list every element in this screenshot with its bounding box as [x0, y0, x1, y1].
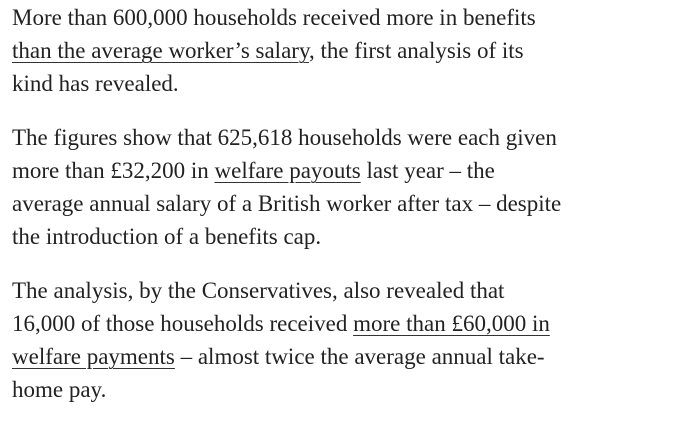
text-line: than the average worker’s salary, the fi…: [12, 34, 676, 67]
text-line: home pay.: [12, 373, 676, 406]
text-run: kind has revealed.: [12, 71, 179, 96]
text-run: average annual salary of a British worke…: [12, 191, 562, 216]
paragraph: More than 600,000 households received mo…: [12, 1, 676, 100]
text-run: the introduction of a benefits cap.: [12, 224, 322, 249]
paragraph: The analysis, by the Conservatives, also…: [12, 274, 676, 406]
text-run: more than £32,200 in: [12, 158, 215, 183]
paragraph: The figures show that 625,618 households…: [12, 121, 676, 253]
text-line: kind has revealed.: [12, 67, 676, 100]
text-line: More than 600,000 households received mo…: [12, 1, 676, 34]
inline-link[interactable]: welfare payouts: [214, 158, 361, 183]
text-line: more than £32,200 in welfare payouts las…: [12, 154, 676, 187]
text-run: – almost twice the average annual take-: [174, 344, 545, 369]
text-line: welfare payments – almost twice the aver…: [12, 340, 676, 373]
text-line: The analysis, by the Conservatives, also…: [12, 274, 676, 307]
text-run: last year – the: [360, 158, 495, 183]
text-run: , the first analysis of its: [308, 38, 524, 63]
text-run: The figures show that 625,618 households…: [12, 125, 557, 150]
text-line: 16,000 of those households received more…: [12, 307, 676, 340]
text-run: The analysis, by the Conservatives, also…: [12, 278, 505, 303]
article-body: More than 600,000 households received mo…: [12, 1, 676, 406]
text-run: home pay.: [12, 377, 107, 402]
text-line: The figures show that 625,618 households…: [12, 121, 676, 154]
text-line: the introduction of a benefits cap.: [12, 220, 676, 253]
inline-link[interactable]: than the average worker’s salary: [12, 38, 309, 63]
inline-link[interactable]: more than £60,000 in: [353, 311, 550, 336]
text-run: 16,000 of those households received: [12, 311, 354, 336]
inline-link[interactable]: welfare payments: [12, 344, 175, 369]
text-line: average annual salary of a British worke…: [12, 187, 676, 220]
text-run: More than 600,000 households received mo…: [12, 5, 536, 30]
